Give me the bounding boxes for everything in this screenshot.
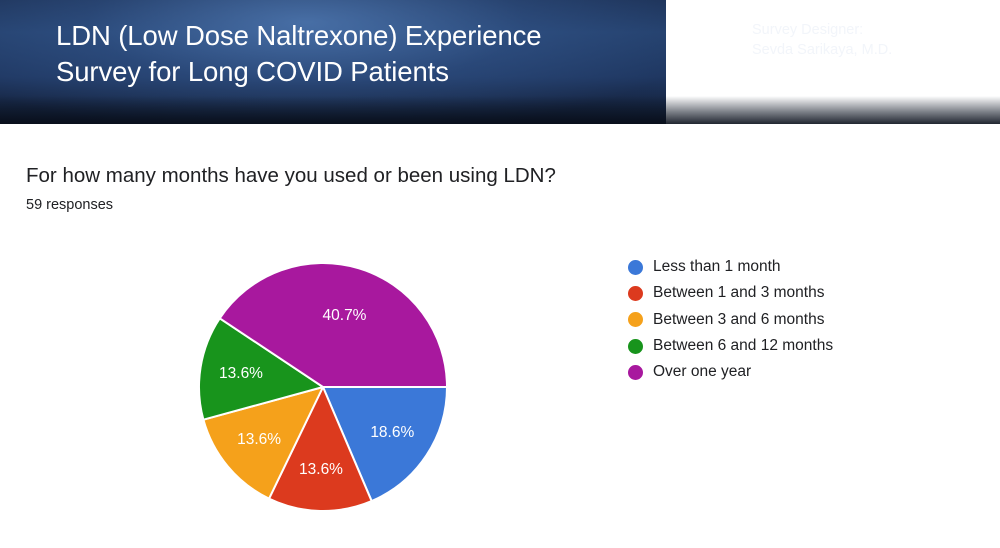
pie-slice-group <box>198 262 449 512</box>
legend-item[interactable]: Over one year <box>628 359 958 385</box>
pie-chart-svg: 18.6% 13.6% 13.6% 13.6% 40.7% <box>198 262 449 512</box>
pie-chart: 18.6% 13.6% 13.6% 13.6% 40.7% <box>198 262 449 512</box>
pie-slice[interactable] <box>202 385 325 500</box>
legend-item-label: Between 1 and 3 months <box>653 284 825 302</box>
legend-item[interactable]: Between 6 and 12 months <box>628 333 958 359</box>
pie-slice[interactable] <box>267 384 373 512</box>
legend-item-label: Between 6 and 12 months <box>653 337 834 355</box>
pie-slice[interactable] <box>218 262 449 388</box>
pie-label-group: 18.6% 13.6% 13.6% 13.6% 40.7% <box>219 307 414 478</box>
legend-item-label: Less than 1 month <box>653 258 781 276</box>
pie-slice-label: 18.6% <box>370 424 414 441</box>
pie-slice[interactable] <box>321 386 449 503</box>
pie-slice-label: 13.6% <box>299 461 343 478</box>
survey-designer-label: Survey Designer: <box>752 22 864 38</box>
survey-designer-block: Survey Designer: Sevda Sarikaya, M.D. <box>752 20 982 60</box>
slide-title: LDN (Low Dose Naltrexone) Experience Sur… <box>56 20 542 87</box>
pie-slice-label: 40.7% <box>323 307 367 324</box>
legend-item[interactable]: Between 1 and 3 months <box>628 280 958 306</box>
legend-item[interactable]: Less than 1 month <box>628 254 958 280</box>
legend-item[interactable]: Between 3 and 6 months <box>628 307 958 333</box>
pie-slice-label: 13.6% <box>237 431 281 448</box>
header-right-panel <box>666 0 1000 124</box>
chart-area: 18.6% 13.6% 13.6% 13.6% 40.7% Less than 1 mo… <box>0 230 1000 548</box>
survey-designer-name: Sevda Sarikaya, M.D. <box>752 42 893 58</box>
legend-swatch-icon <box>628 364 643 380</box>
response-count: 59 responses <box>26 197 114 213</box>
question-text: For how many months have you used or bee… <box>26 164 556 187</box>
legend-swatch-icon <box>628 285 643 301</box>
pie-slice[interactable] <box>198 316 326 421</box>
chart-legend: Less than 1 month Between 1 and 3 months B… <box>628 254 958 385</box>
legend-swatch-icon <box>628 312 643 328</box>
legend-swatch-icon <box>628 259 643 275</box>
pie-slice-label: 13.6% <box>219 365 263 382</box>
legend-item-label: Over one year <box>653 363 752 381</box>
slide-header-band: LDN (Low Dose Naltrexone) Experience Sur… <box>0 0 1000 124</box>
legend-item-label: Between 3 and 6 months <box>653 310 825 328</box>
legend-swatch-icon <box>628 338 643 354</box>
